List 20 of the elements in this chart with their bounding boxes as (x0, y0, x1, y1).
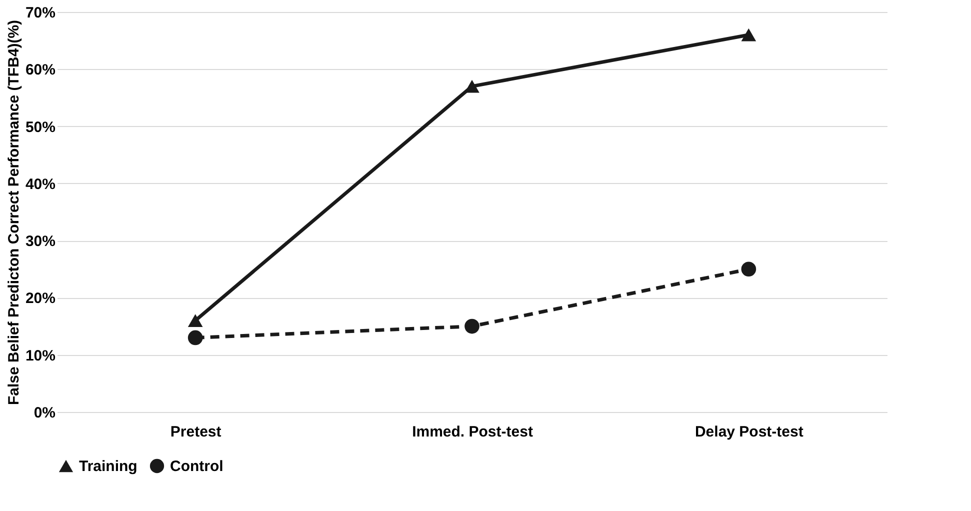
x-tick-label: Pretest (170, 424, 222, 440)
point (188, 330, 203, 346)
point (741, 28, 756, 42)
y-tick-label: 30% (25, 233, 56, 250)
y-tick-label: 20% (25, 290, 56, 308)
y-tick-label: 10% (25, 347, 56, 364)
x-tick-label: Delay Post-test (694, 424, 804, 440)
y-tick-label: 60% (25, 62, 56, 79)
y-tick-label: 40% (25, 176, 56, 193)
legend-label: Training (79, 458, 138, 475)
y-tick-label: 70% (25, 4, 56, 22)
y-tick-label: 50% (25, 118, 56, 136)
y-tick-label: 0% (34, 404, 56, 422)
y-axis-title: False Belief Predicton Correct Performance (TFB4)(%) (5, 20, 22, 406)
legend-label: Control (170, 458, 224, 475)
point (464, 80, 480, 93)
point (464, 318, 480, 334)
point (188, 314, 203, 327)
point (741, 262, 756, 277)
x-tick-label: Immed. Post-test (412, 424, 533, 440)
